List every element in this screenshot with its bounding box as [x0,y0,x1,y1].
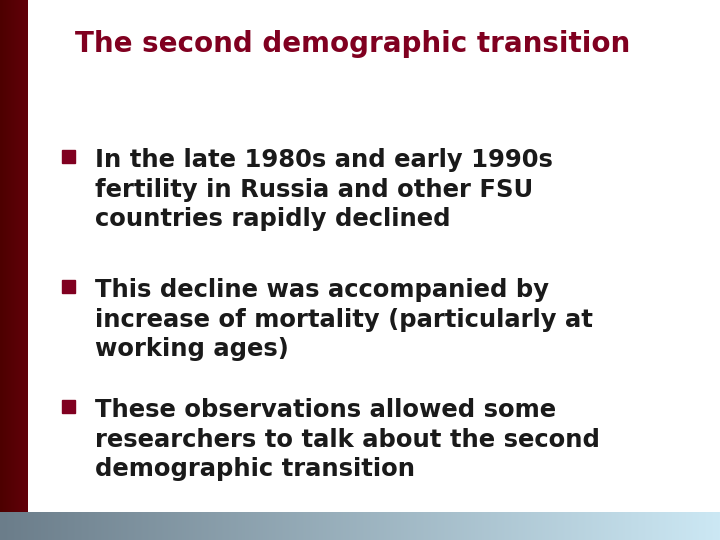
Bar [62,280,75,293]
Bar [62,400,75,413]
Bar [62,150,75,163]
Text: The second demographic transition: The second demographic transition [75,30,630,58]
Text: These observations allowed some
researchers to talk about the second
demographic: These observations allowed some research… [95,398,600,481]
Text: In the late 1980s and early 1990s
fertility in Russia and other FSU
countries ra: In the late 1980s and early 1990s fertil… [95,148,553,232]
Text: This decline was accompanied by
increase of mortality (particularly at
working a: This decline was accompanied by increase… [95,278,593,361]
